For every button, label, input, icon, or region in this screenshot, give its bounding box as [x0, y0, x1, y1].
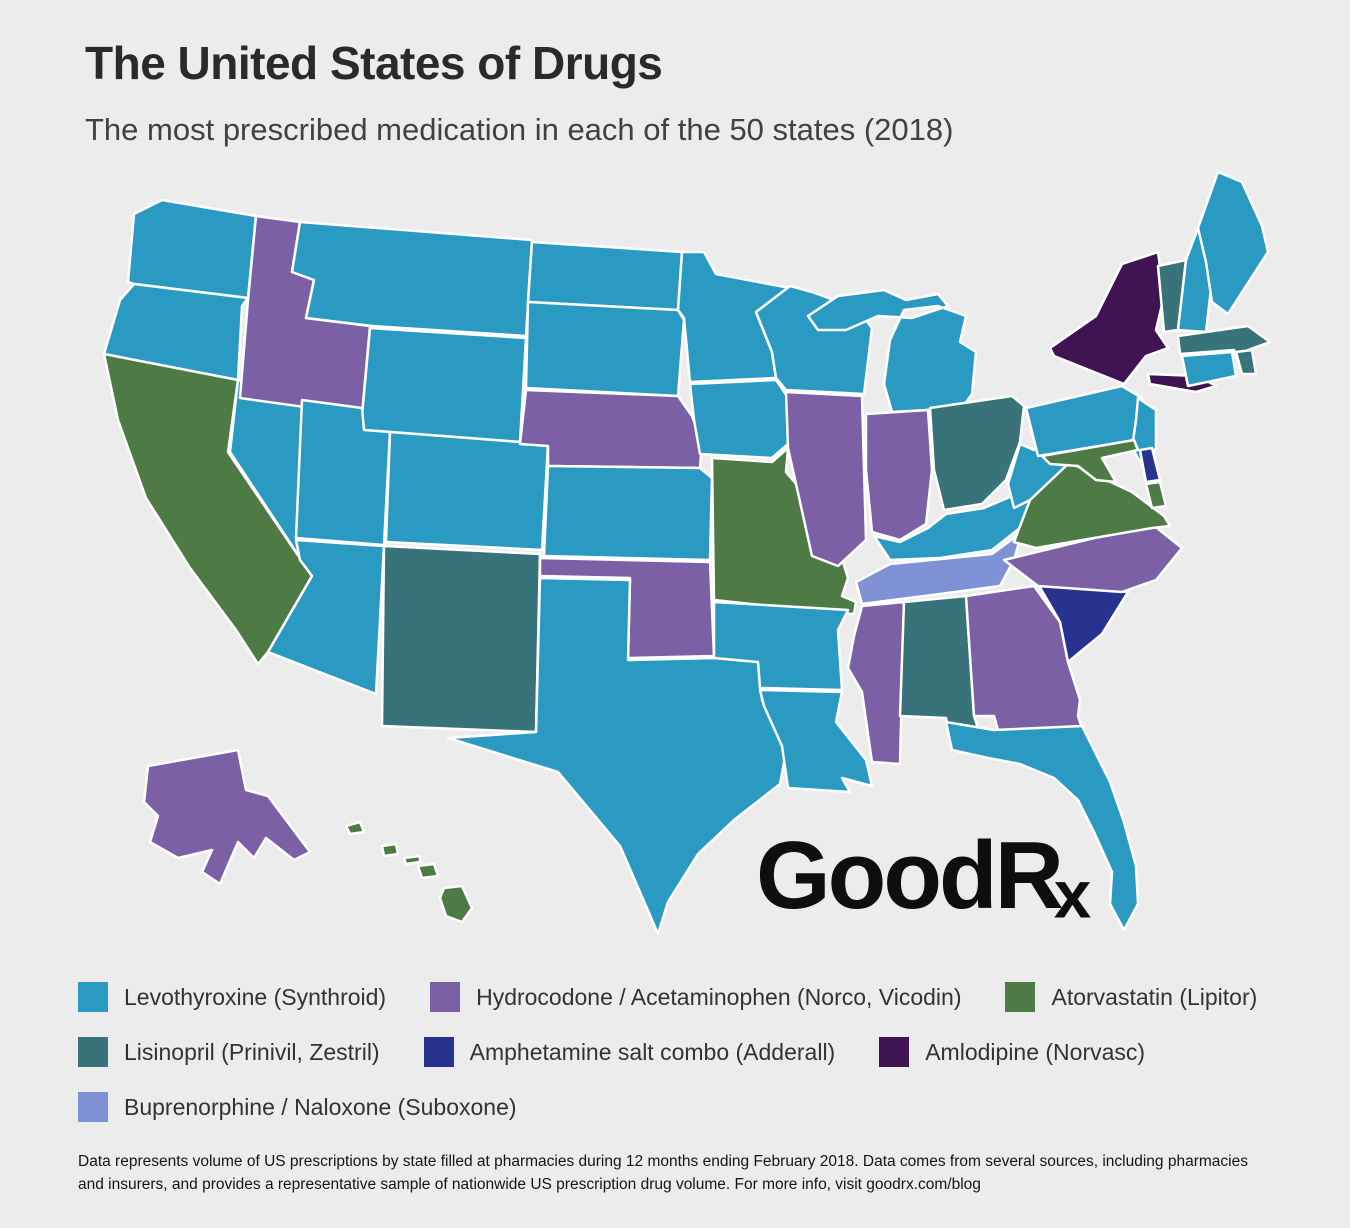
state-hawaii: [344, 820, 474, 924]
state-michigan: [806, 288, 978, 414]
state-connecticut: [1180, 350, 1238, 388]
goodrx-logo-r: R: [994, 822, 1064, 929]
state-nebraska: [518, 388, 704, 470]
header: The United States of Drugs The most pres…: [85, 36, 953, 148]
state-maine: [1196, 170, 1270, 316]
state-colorado: [384, 430, 550, 552]
state-delaware: [1138, 446, 1162, 484]
legend-label-hydrocodone: Hydrocodone / Acetaminophen (Norco, Vico…: [476, 983, 962, 1010]
state-louisiana: [758, 688, 874, 794]
legend-row-2: Lisinopril (Prinivil, Zestril) Amphetami…: [78, 1037, 1301, 1067]
legend-label-lisinopril: Lisinopril (Prinivil, Zestril): [124, 1038, 380, 1065]
state-wyoming: [360, 326, 528, 444]
legend: Levothyroxine (Synthroid) Hydrocodone / …: [78, 982, 1301, 1122]
state-south-dakota: [524, 300, 686, 398]
legend-item-amlodipine: Amlodipine (Norvasc): [879, 1037, 1145, 1067]
goodrx-logo: GoodRx: [756, 828, 1091, 929]
state-north-dakota: [526, 240, 684, 312]
state-kansas: [542, 464, 714, 562]
state-illinois: [784, 390, 868, 568]
state-indiana: [864, 408, 934, 542]
goodrx-logo-x: x: [1053, 857, 1091, 933]
footnote: Data represents volume of US prescriptio…: [78, 1153, 1248, 1194]
state-iowa: [688, 378, 796, 460]
state-california: [102, 352, 314, 666]
state-maryland: [1040, 438, 1168, 510]
page-subtitle: The most prescribed medication in each o…: [85, 112, 954, 147]
state-mississippi: [846, 600, 906, 766]
legend-swatch-amlodipine: [879, 1037, 910, 1067]
state-alaska: [142, 748, 312, 886]
us-choropleth-map: [102, 170, 1272, 936]
legend-item-lisinopril: Lisinopril (Prinivil, Zestril): [78, 1037, 380, 1067]
state-florida: [944, 720, 1140, 932]
legend-swatch-levothyroxine: [78, 982, 108, 1012]
state-texas: [446, 576, 788, 936]
legend-swatch-amphetamine: [423, 1037, 454, 1067]
legend-item-amphetamine: Amphetamine salt combo (Adderall): [423, 1037, 836, 1067]
legend-item-atorvastatin: Atorvastatin (Lipitor): [1005, 982, 1257, 1012]
legend-label-amlodipine: Amlodipine (Norvasc): [925, 1038, 1146, 1065]
legend-item-hydrocodone: Hydrocodone / Acetaminophen (Norco, Vico…: [430, 982, 961, 1012]
state-arkansas: [712, 600, 850, 692]
legend-item-buprenorphine: Buprenorphine / Naloxone (Suboxone): [78, 1092, 517, 1122]
state-rhode-island: [1234, 348, 1258, 376]
legend-label-atorvastatin: Atorvastatin (Lipitor): [1051, 983, 1258, 1010]
state-ohio: [928, 394, 1026, 512]
state-new-mexico: [380, 544, 542, 734]
legend-swatch-hydrocodone: [430, 982, 461, 1012]
legend-label-levothyroxine: Levothyroxine (Synthroid): [124, 983, 387, 1010]
state-georgia: [964, 584, 1084, 732]
legend-label-buprenorphine: Buprenorphine / Naloxone (Suboxone): [124, 1093, 517, 1120]
legend-row-1: Levothyroxine (Synthroid) Hydrocodone / …: [78, 982, 1301, 1012]
state-washington: [126, 198, 258, 300]
legend-item-levothyroxine: Levothyroxine (Synthroid): [78, 982, 386, 1012]
legend-label-amphetamine: Amphetamine salt combo (Adderall): [469, 1038, 836, 1065]
legend-swatch-buprenorphine: [78, 1092, 108, 1122]
page-title: The United States of Drugs: [85, 37, 663, 89]
goodrx-logo-good: Good: [756, 822, 998, 929]
legend-swatch-atorvastatin: [1005, 982, 1036, 1012]
legend-row-3: Buprenorphine / Naloxone (Suboxone): [78, 1092, 1301, 1122]
state-montana: [290, 220, 534, 338]
legend-swatch-lisinopril: [78, 1037, 108, 1067]
